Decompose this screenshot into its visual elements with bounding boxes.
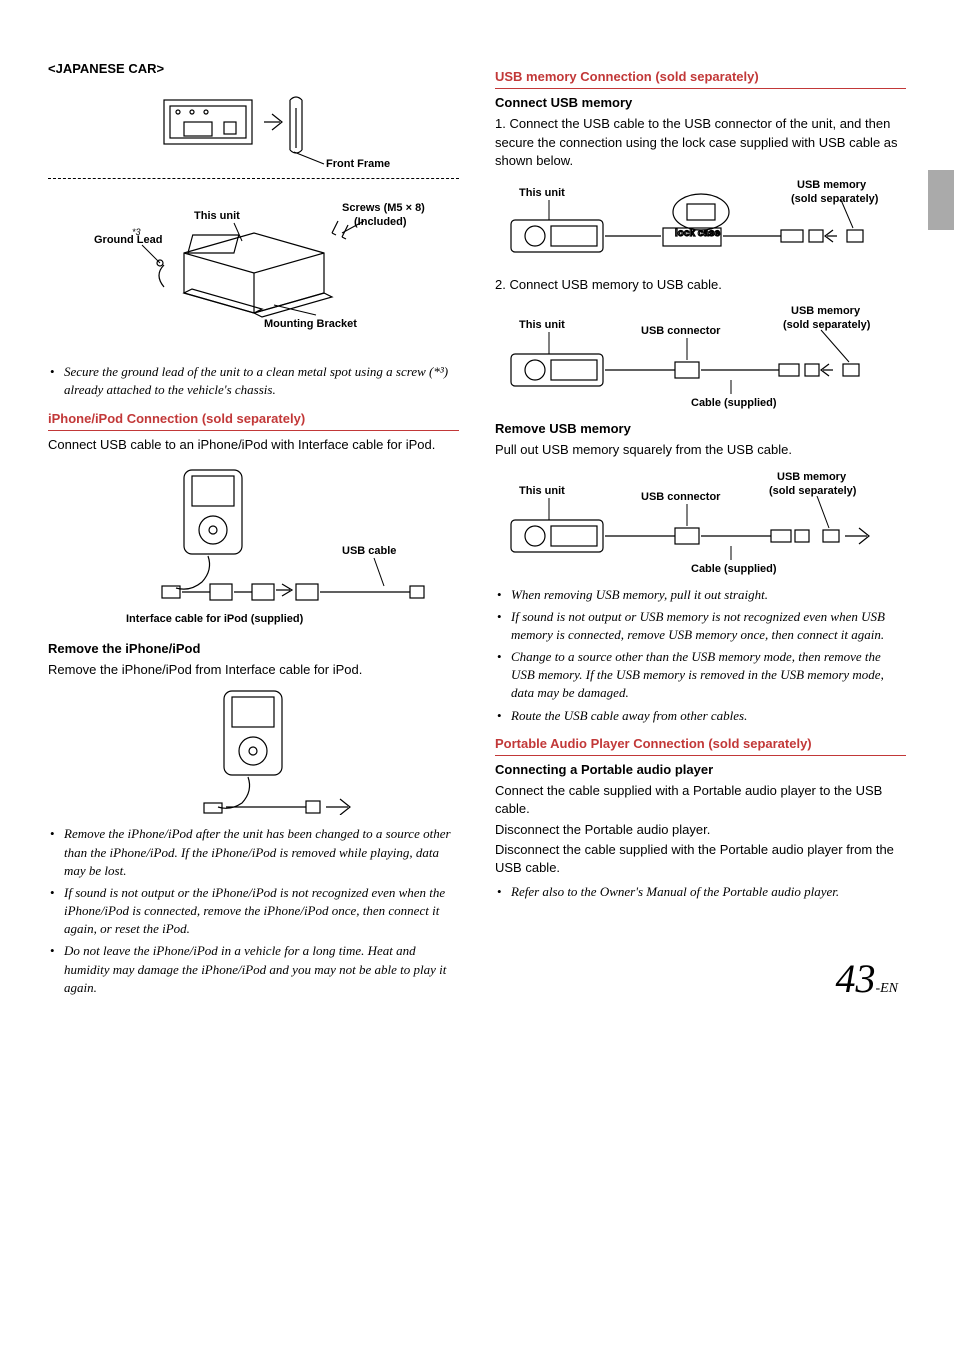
svg-text:Interface cable for iPod (supp: Interface cable for iPod (supplied)	[126, 613, 304, 625]
svg-text:Front Frame: Front Frame	[326, 158, 390, 168]
mounting-diagram: *3 This unit Ground Lead Screws (M5 × 8)…	[64, 193, 444, 353]
portable-section-title: Portable Audio Player Connection (sold s…	[495, 735, 906, 756]
note-item: If sound is not output or the iPhone/iPo…	[48, 884, 459, 939]
remove-usb-heading: Remove USB memory	[495, 420, 906, 438]
iphone-section-title: iPhone/iPod Connection (sold separately)	[48, 410, 459, 431]
note-item: When removing USB memory, pull it out st…	[495, 586, 906, 604]
remove-usb-body: Pull out USB memory squarely from the US…	[495, 441, 906, 459]
note-item: Secure the ground lead of the unit to a …	[48, 363, 459, 399]
portable-body-2: Disconnect the Portable audio player.	[495, 821, 906, 839]
svg-text:Cable (supplied): Cable (supplied)	[691, 397, 777, 409]
svg-text:This unit: This unit	[519, 319, 565, 331]
usb-connector-diagram: This unit USB connector USB memory (sold…	[501, 300, 901, 410]
svg-text:(sold separately): (sold separately)	[783, 319, 871, 331]
remove-usb-diagram: This unit USB connector USB memory (sold…	[501, 466, 901, 576]
ground-note-list: Secure the ground lead of the unit to a …	[48, 363, 459, 399]
svg-text:This unit: This unit	[519, 485, 565, 497]
note-item: If sound is not output or USB memory is …	[495, 608, 906, 644]
iphone-body-text: Connect USB cable to an iPhone/iPod with…	[48, 436, 459, 454]
remove-iphone-diagram	[144, 685, 364, 815]
iphone-notes-list: Remove the iPhone/iPod after the unit ha…	[48, 825, 459, 997]
svg-text:USB connector: USB connector	[641, 491, 721, 503]
svg-text:Mounting Bracket: Mounting Bracket	[264, 318, 357, 330]
svg-text:(Included): (Included)	[354, 216, 407, 228]
note-item: Remove the iPhone/iPod after the unit ha…	[48, 825, 459, 880]
svg-text:USB cable: USB cable	[342, 545, 396, 557]
iphone-connection-diagram: USB cable Interface cable for iPod (supp…	[74, 460, 434, 630]
svg-text:USB memory: USB memory	[791, 305, 861, 317]
right-column: USB memory Connection (sold separately) …	[495, 60, 906, 1007]
portable-body-3: Disconnect the cable supplied with the P…	[495, 841, 906, 877]
connect-step-2: 2. Connect USB memory to USB cable.	[495, 276, 906, 294]
portable-note-list: Refer also to the Owner's Manual of the …	[495, 883, 906, 901]
svg-text:This unit: This unit	[194, 210, 240, 222]
left-column: <JAPANESE CAR> Front Frame	[48, 60, 459, 1007]
svg-text:USB memory: USB memory	[797, 179, 867, 191]
front-frame-diagram: Front Frame	[114, 88, 394, 168]
usb-notes-list: When removing USB memory, pull it out st…	[495, 586, 906, 725]
note-item: Do not leave the iPhone/iPod in a vehicl…	[48, 942, 459, 997]
svg-text:lock case: lock case	[675, 228, 720, 239]
svg-text:Cable (supplied): Cable (supplied)	[691, 563, 777, 575]
japanese-car-heading: <JAPANESE CAR>	[48, 60, 459, 78]
page-number-suffix: -EN	[875, 981, 898, 996]
remove-iphone-heading: Remove the iPhone/iPod	[48, 640, 459, 658]
svg-text:This unit: This unit	[519, 187, 565, 199]
connect-step-1: 1. Connect the USB cable to the USB conn…	[495, 115, 906, 170]
usb-lockcase-diagram: lock case This unit USB memory (sold sep…	[501, 176, 901, 266]
note-item: Route the USB cable away from other cabl…	[495, 707, 906, 725]
two-column-layout: <JAPANESE CAR> Front Frame	[48, 60, 906, 1007]
page-number: 43-EN	[835, 951, 898, 1007]
svg-text:(sold separately): (sold separately)	[769, 485, 857, 497]
note-item: Change to a source other than the USB me…	[495, 648, 906, 703]
dashed-separator	[48, 178, 459, 179]
svg-text:Ground Lead: Ground Lead	[94, 234, 162, 246]
portable-body-1: Connect the cable supplied with a Portab…	[495, 782, 906, 818]
page-tab	[928, 170, 954, 230]
connect-usb-heading: Connect USB memory	[495, 94, 906, 112]
usb-section-title: USB memory Connection (sold separately)	[495, 68, 906, 89]
remove-iphone-body: Remove the iPhone/iPod from Interface ca…	[48, 661, 459, 679]
note-item: Refer also to the Owner's Manual of the …	[495, 883, 906, 901]
page-number-value: 43	[835, 956, 875, 1001]
portable-sub-heading: Connecting a Portable audio player	[495, 761, 906, 779]
svg-text:USB connector: USB connector	[641, 325, 721, 337]
svg-text:Screws (M5 × 8): Screws (M5 × 8)	[342, 202, 425, 214]
svg-text:(sold separately): (sold separately)	[791, 193, 879, 205]
svg-text:USB memory: USB memory	[777, 471, 847, 483]
